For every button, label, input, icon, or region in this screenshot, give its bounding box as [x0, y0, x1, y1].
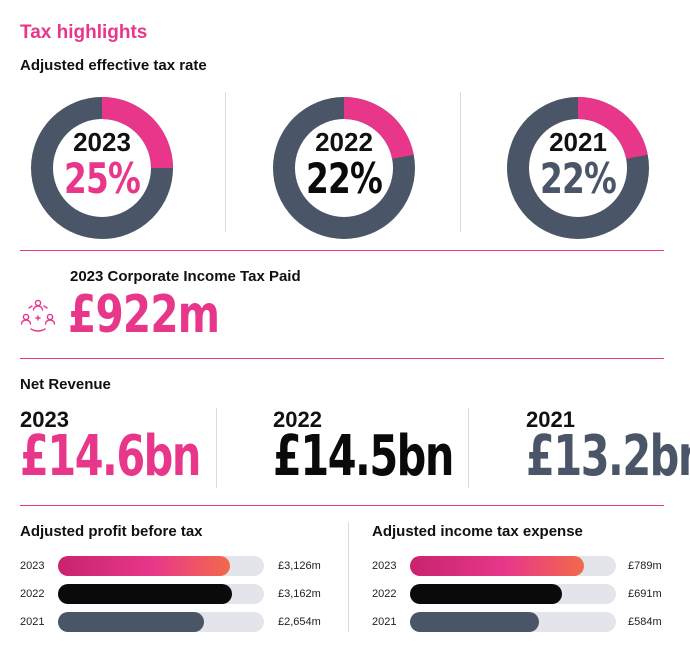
revenue-year-2022: 2022	[273, 407, 322, 432]
donut-segment-2023	[101, 97, 173, 169]
donut-chart-2022	[273, 97, 415, 239]
revenue-year-2023: 2023	[20, 407, 69, 432]
donut-chart-2023	[31, 97, 173, 239]
net-revenue-heading: Net Revenue	[20, 376, 111, 393]
section-divider-1	[20, 250, 664, 251]
tax-paid-value: £922m	[68, 285, 220, 345]
profit-track-2022	[58, 584, 264, 604]
tax-expense-chart-title: Adjusted income tax expense	[372, 523, 583, 540]
tax-expense-label-2022: £691m	[628, 588, 662, 600]
revenue-value-2023: £14.6bn	[20, 424, 201, 489]
tax-paid-heading: 2023 Corporate Income Tax Paid	[70, 268, 301, 285]
tax-expense-track-2022	[410, 584, 616, 604]
profit-track-2021	[58, 612, 264, 632]
tax-expense-label-2023: £789m	[628, 560, 662, 572]
donut-value-2023: 25%	[63, 154, 141, 203]
revenue-value-2022: £14.5bn	[273, 424, 454, 489]
tax-expense-bar-2021	[410, 612, 539, 632]
donut-2021: 2021 22%	[498, 88, 658, 248]
tax-expense-year-2021: 2021	[372, 616, 397, 628]
section-divider-3	[20, 505, 664, 506]
revenue-year-2021: 2021	[526, 407, 575, 432]
profit-label-2023: £3,126m	[278, 560, 321, 572]
tax-expense-year-2022: 2022	[372, 588, 397, 600]
donut-year-2021: 2021	[549, 127, 607, 157]
donut-value-2022: 22%	[305, 154, 383, 203]
profit-bar-2022	[58, 584, 232, 604]
tax-expense-track-2023	[410, 556, 616, 576]
charts-divider	[348, 522, 349, 632]
page-title: Tax highlights	[20, 22, 148, 43]
profit-year-2021: 2021	[20, 616, 45, 628]
section-divider-2	[20, 358, 664, 359]
people-exchange-icon	[20, 298, 56, 339]
revenue-value-2021: £13.2bn	[526, 424, 690, 489]
donut-year-2023: 2023	[73, 127, 131, 157]
donut-divider-1	[225, 92, 226, 232]
profit-track-2023	[58, 556, 264, 576]
donut-chart-2021	[507, 97, 649, 239]
tax-expense-year-2023: 2023	[372, 560, 397, 572]
revenue-divider-1	[216, 408, 217, 488]
tax-expense-bar-2023	[410, 556, 584, 576]
donut-2023: 2023 25%	[22, 88, 182, 248]
donut-value-2021: 22%	[539, 154, 617, 203]
profit-label-2022: £3,162m	[278, 588, 321, 600]
profit-bar-2023	[58, 556, 230, 576]
profit-year-2023: 2023	[20, 560, 45, 572]
profit-label-2021: £2,654m	[278, 616, 321, 628]
donut-segment-2022	[343, 97, 414, 160]
tax-expense-bar-2022	[410, 584, 562, 604]
donut-2022: 2022 22%	[264, 88, 424, 248]
profit-year-2022: 2022	[20, 588, 45, 600]
effective-rate-heading: Adjusted effective tax rate	[20, 57, 207, 74]
tax-expense-label-2021: £584m	[628, 616, 662, 628]
tax-expense-track-2021	[410, 612, 616, 632]
donut-segment-2021	[577, 97, 648, 160]
donut-divider-2	[460, 92, 461, 232]
profit-chart-title: Adjusted profit before tax	[20, 523, 203, 540]
donut-year-2022: 2022	[315, 127, 373, 157]
profit-bar-2021	[58, 612, 204, 632]
revenue-divider-2	[468, 408, 469, 488]
